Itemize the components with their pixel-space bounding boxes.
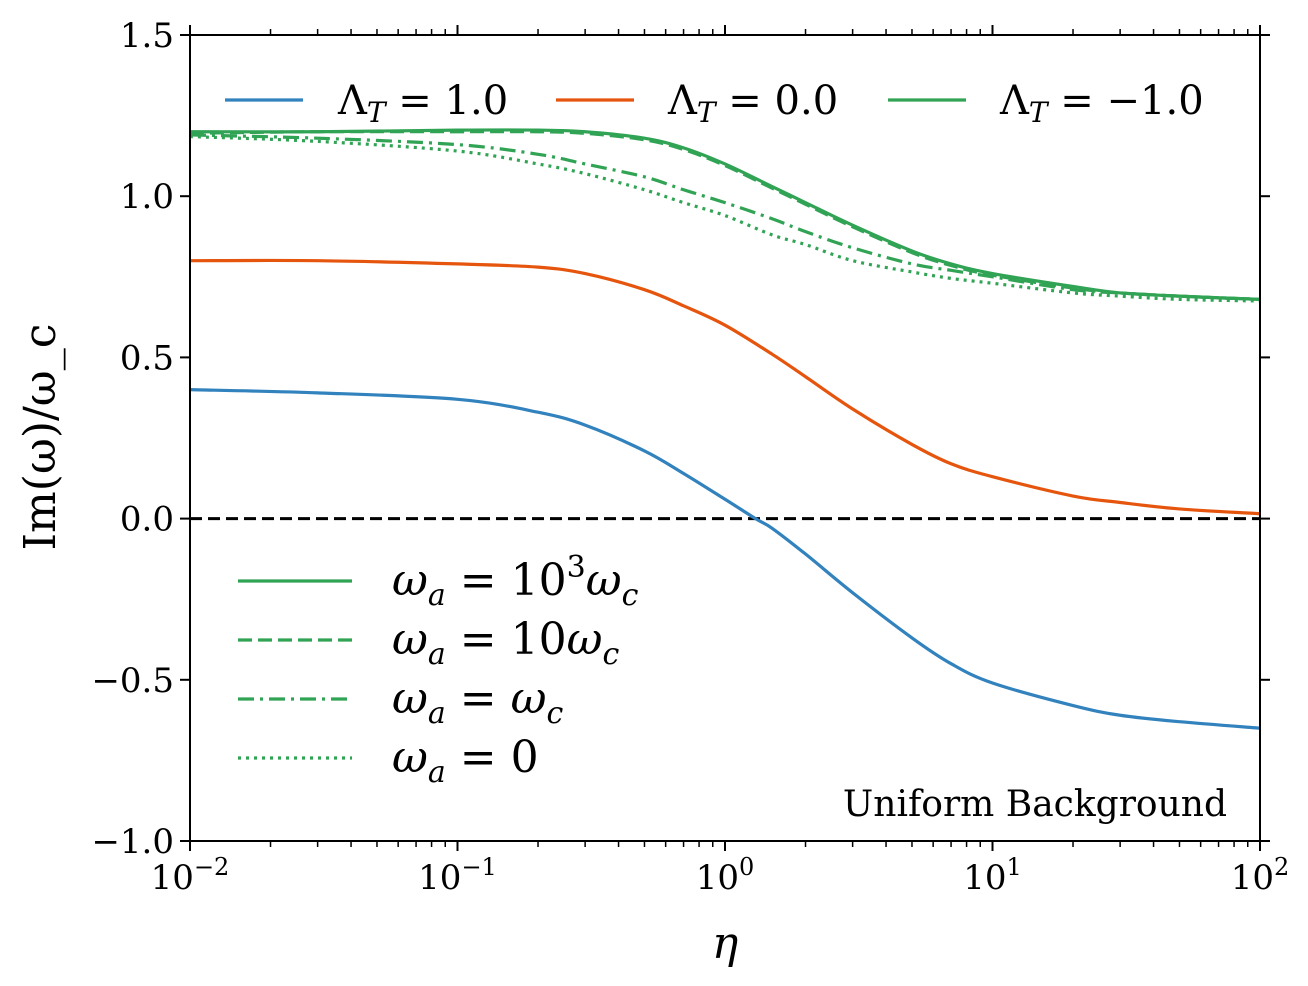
- legend-bottom-label: ωa = 10ωc: [392, 614, 620, 672]
- series-line-5: [190, 134, 1260, 303]
- svg-text:Im(ω)/ω_c: Im(ω)/ω_c: [15, 324, 66, 551]
- series-line-4: [190, 133, 1260, 301]
- y-tick-label: −1.0: [91, 822, 174, 862]
- series-line-0: [190, 388, 1260, 730]
- series-line-1: [190, 258, 1260, 516]
- plot-frame: [189, 34, 1261, 842]
- legend-bottom-label: ωa = 103ωc: [392, 550, 639, 613]
- legend-top-label: ΛT = −1.0: [999, 78, 1204, 129]
- x-tick-label: 100: [696, 853, 755, 898]
- y-tick-label: 1.5: [120, 16, 174, 56]
- annotation-uniform-background: Uniform Background: [843, 784, 1227, 825]
- series-line-3: [190, 130, 1260, 301]
- x-tick-label: 101: [963, 853, 1022, 898]
- y-tick-label: 1.0: [120, 177, 174, 217]
- y-axis-label-text: Im(ω)/ω_c: [15, 324, 66, 551]
- legend-bottom-label: ωa = 0: [392, 732, 539, 790]
- y-tick-label: 0.0: [120, 500, 174, 540]
- y-tick-label: 0.5: [120, 338, 174, 378]
- series-line-2: [190, 128, 1260, 301]
- legend-bottom-label: ωa = ωc: [392, 673, 564, 731]
- plot-lines: [190, 128, 1260, 730]
- x-tick-label: 102: [1231, 853, 1290, 898]
- x-tick-label: 10−2: [151, 853, 230, 898]
- legend-top-label: ΛT = 0.0: [667, 78, 838, 129]
- x-tick-label: 10−1: [418, 853, 497, 898]
- x-axis-label: η: [712, 918, 738, 969]
- axes: 1.5 1.0 0.5 0.0 −0.5 −1.010−2 10−1 100 101 102: [91, 16, 1289, 898]
- legend-top-label: ΛT = 1.0: [337, 78, 508, 129]
- y-tick-label: −0.5: [91, 661, 174, 701]
- y-axis-label: Im(ω)/ω_c: [15, 324, 66, 551]
